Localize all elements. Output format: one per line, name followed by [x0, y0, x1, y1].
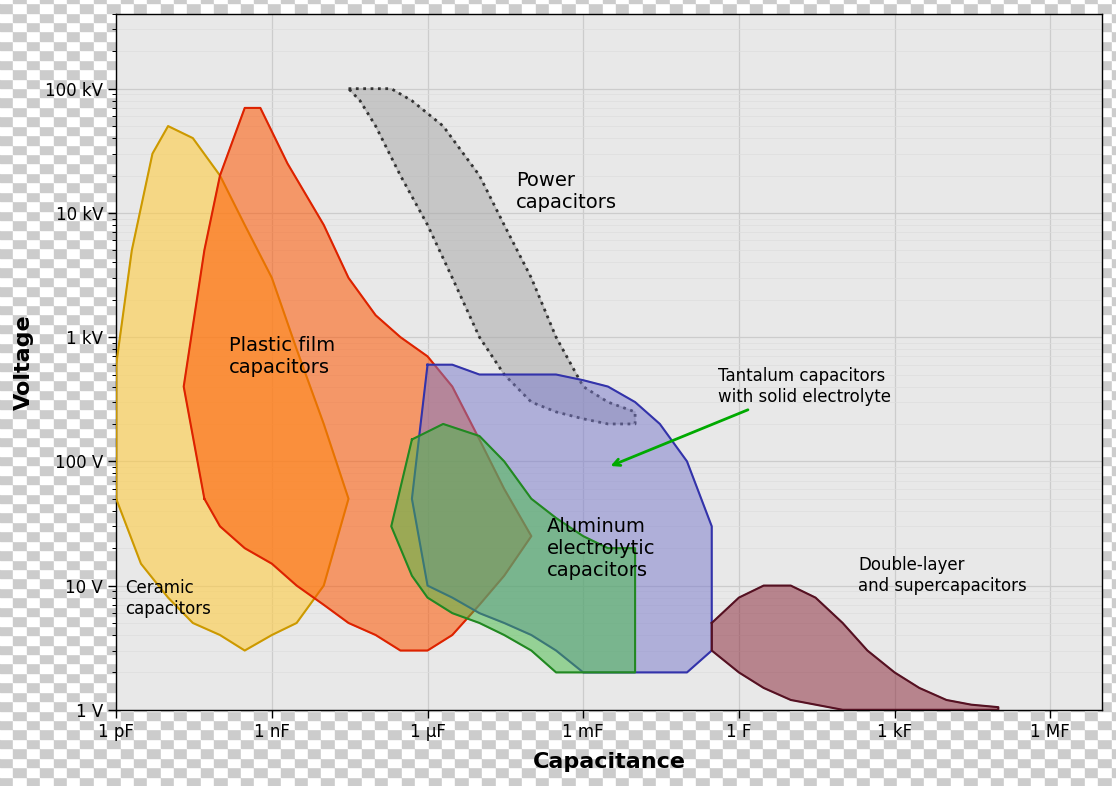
Y-axis label: Voltage: Voltage [13, 314, 33, 410]
Text: Plastic film
capacitors: Plastic film capacitors [229, 336, 335, 376]
Polygon shape [348, 89, 635, 424]
Polygon shape [116, 126, 348, 651]
Polygon shape [392, 424, 635, 672]
Polygon shape [184, 108, 531, 651]
Text: Power
capacitors: Power capacitors [516, 171, 617, 211]
Text: Double-layer
and supercapacitors: Double-layer and supercapacitors [858, 556, 1027, 595]
Text: Tantalum capacitors
with solid electrolyte: Tantalum capacitors with solid electroly… [614, 367, 892, 465]
Polygon shape [712, 586, 999, 710]
Polygon shape [412, 365, 712, 672]
X-axis label: Capacitance: Capacitance [532, 752, 685, 772]
Text: Aluminum
electrolytic
capacitors: Aluminum electrolytic capacitors [547, 516, 655, 580]
Text: Ceramic
capacitors: Ceramic capacitors [125, 579, 211, 618]
